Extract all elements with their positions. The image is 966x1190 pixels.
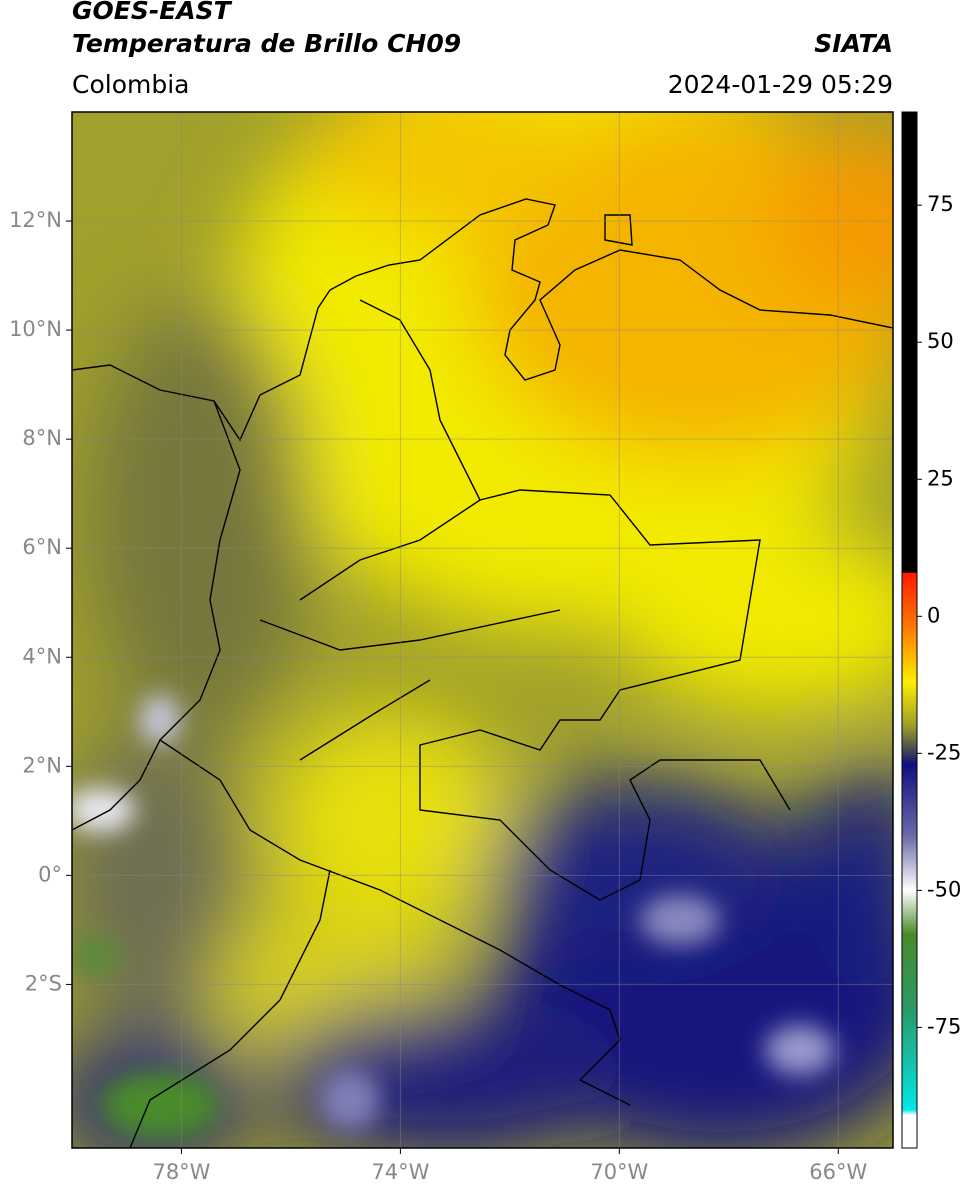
y-tick-label: 6°N bbox=[22, 535, 62, 559]
y-tick-label: 8°N bbox=[22, 426, 62, 450]
x-tick-label: 70°W bbox=[590, 1160, 648, 1184]
x-tick-label: 66°W bbox=[809, 1160, 867, 1184]
datetime: 2024-01-29 05:29 bbox=[668, 70, 893, 99]
y-tick-label: 12°N bbox=[9, 208, 62, 232]
y-tick-label: 10°N bbox=[9, 317, 62, 341]
colorbar-tick-label: -75 bbox=[927, 1014, 961, 1038]
map-frame bbox=[71, 111, 894, 1149]
x-tick-label: 74°W bbox=[371, 1160, 429, 1184]
colorbar-tick-label: 25 bbox=[927, 466, 954, 490]
source: SIATA bbox=[814, 29, 893, 58]
colorbar-tick-label: 50 bbox=[927, 329, 954, 353]
subtitle: Temperatura de Brillo CH09 bbox=[72, 29, 461, 58]
y-tick-label: 4°N bbox=[22, 644, 62, 668]
region: Colombia bbox=[72, 70, 189, 99]
colorbar-tick-label: 0 bbox=[927, 603, 940, 627]
satellite-image bbox=[72, 112, 893, 1148]
colorbar-tick-label: -25 bbox=[927, 740, 961, 764]
x-tick-label: 78°W bbox=[152, 1160, 210, 1184]
title: GOES-EAST bbox=[72, 0, 233, 25]
colorbar bbox=[901, 111, 918, 1149]
grid bbox=[72, 112, 893, 1148]
colorbar-tick-label: 75 bbox=[927, 192, 954, 216]
y-tick-label: 2°S bbox=[25, 971, 62, 995]
y-tick-label: 0° bbox=[38, 862, 62, 886]
colorbar-tick-label: -50 bbox=[927, 877, 961, 901]
y-tick-label: 2°N bbox=[22, 753, 62, 777]
